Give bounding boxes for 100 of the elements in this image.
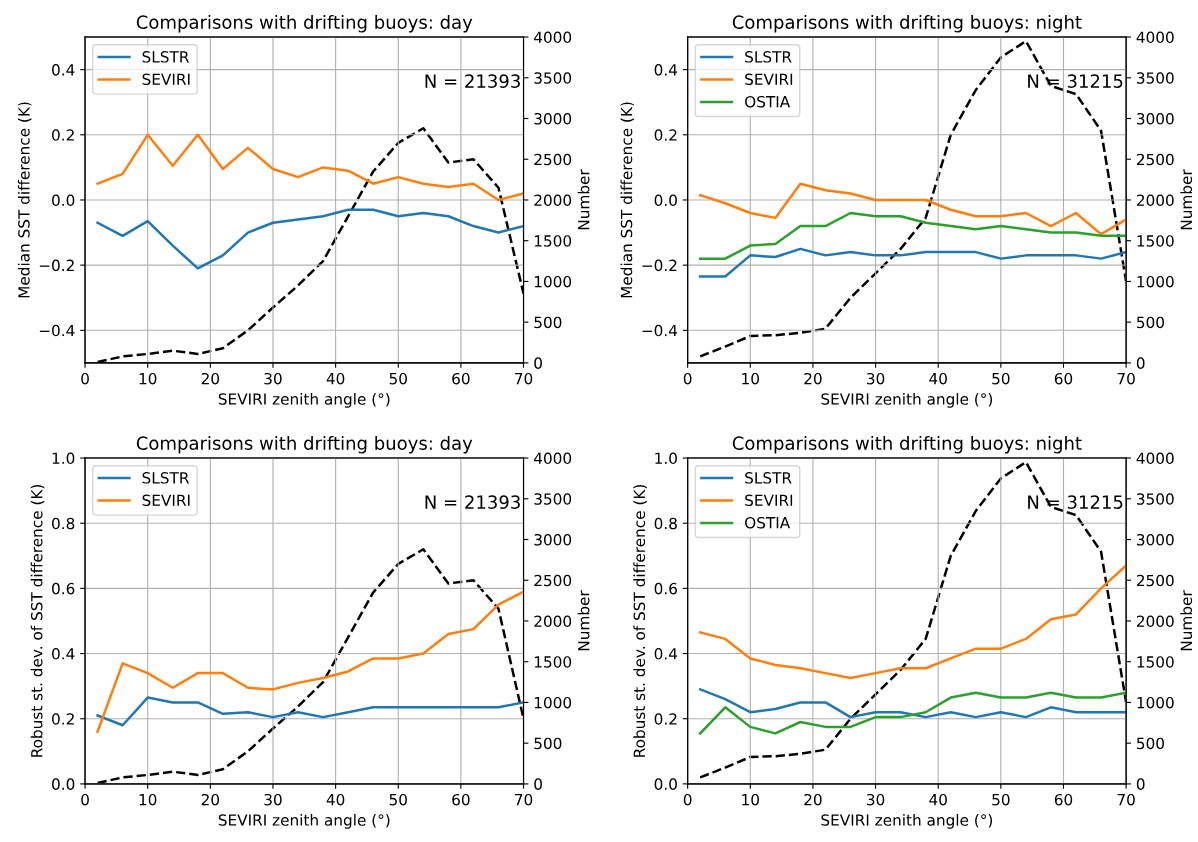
- y2-tick-label: 1000: [1137, 696, 1174, 709]
- x-tick-label: 20: [804, 793, 822, 806]
- x-tick-label: 60: [452, 793, 470, 806]
- x-tick-label: 40: [929, 372, 947, 385]
- y2-tick-label: 3500: [534, 72, 572, 84]
- y2-tick-label: 1000: [1137, 275, 1174, 288]
- x-axis-title: SEVIRI zenith angle (°): [821, 392, 993, 408]
- line-series: [698, 211, 1127, 260]
- x-tick-label: 20: [201, 372, 220, 385]
- x-tick-label: 0: [683, 793, 692, 806]
- chart-title: Comparisons with drifting buoys: day: [136, 15, 473, 33]
- y-tick-label: 0.4: [654, 648, 678, 660]
- x-tick-label: 0: [81, 793, 89, 806]
- y2-tick-label: 0: [1136, 357, 1145, 369]
- y2-tick-label: 2000: [1136, 615, 1174, 627]
- annotation: N = 21393: [425, 74, 520, 88]
- y-tick-label: 0.6: [52, 582, 75, 595]
- x-tick-label: 30: [264, 372, 282, 385]
- y2-tick-label: 1000: [534, 696, 572, 709]
- y2-tick-label: 500: [1137, 737, 1164, 750]
- legend-label: SEVIRI: [142, 494, 190, 507]
- y-tick-label: 0.4: [52, 648, 75, 660]
- x-tick-label: 0: [81, 372, 89, 385]
- y2-tick-label: 3000: [1137, 112, 1174, 125]
- y2-tick-label: 4000: [534, 31, 572, 44]
- line-series: [96, 590, 524, 734]
- y2-tick-label: 1500: [1137, 656, 1174, 668]
- x-axis-title: SEVIRI zenith angle (°): [821, 813, 993, 829]
- legend-label: SLSTR: [142, 472, 189, 484]
- y-tick-label: 1.0: [52, 452, 75, 465]
- x-tick-label: 60: [1054, 372, 1073, 385]
- y2-axis-title: Number: [577, 590, 590, 651]
- y-tick-label: 0.2: [52, 713, 74, 725]
- x-tick-label: 20: [201, 793, 220, 806]
- legend-label: SLSTR: [745, 472, 792, 484]
- y2-tick-label: 3500: [1137, 493, 1174, 505]
- y-tick-label: 0.8: [52, 517, 75, 530]
- y-tick-label: 0.0: [654, 778, 677, 790]
- y-tick-label: 0.0: [654, 194, 677, 206]
- annotation: N = 21393: [425, 495, 520, 509]
- legend-label: SEVIRI: [745, 494, 793, 507]
- y2-tick-label: 2500: [1136, 153, 1174, 166]
- x-tick-label: 70: [515, 372, 533, 385]
- y2-tick-label: 3000: [1137, 533, 1174, 546]
- x-tick-label: 10: [139, 372, 157, 385]
- line-series: [96, 133, 524, 202]
- x-tick-label: 50: [992, 372, 1010, 385]
- y2-tick-label: 4000: [1136, 31, 1174, 44]
- y2-tick-label: 4000: [1136, 452, 1174, 465]
- chart-title: Comparisons with drifting buoys: night: [732, 15, 1082, 33]
- line-series: [698, 564, 1127, 680]
- y2-tick-label: 1500: [1137, 235, 1174, 247]
- y2-tick-label: 2500: [534, 153, 572, 166]
- x-tick-label: 10: [742, 372, 759, 385]
- y2-tick-label: 2000: [1136, 194, 1174, 206]
- y2-tick-label: 500: [1137, 316, 1164, 329]
- line-series: [96, 208, 524, 270]
- x-tick-label: 70: [515, 793, 533, 806]
- line-series: [698, 247, 1127, 278]
- y-axis-title: Robust st. dev. of SST difference (K): [30, 484, 45, 757]
- x-tick-label: 40: [929, 793, 947, 806]
- y2-axis-title: Number: [1180, 590, 1193, 651]
- y2-tick-label: 0: [1136, 778, 1145, 790]
- x-tick-label: 50: [389, 793, 407, 806]
- x-tick-label: 50: [992, 793, 1010, 806]
- x-tick-label: 0: [683, 372, 692, 385]
- x-tick-label: 70: [1117, 793, 1135, 806]
- x-tick-label: 20: [804, 372, 822, 385]
- x-tick-label: 30: [867, 372, 885, 385]
- y-tick-label: 0.4: [52, 64, 75, 76]
- legend-label: SLSTR: [142, 51, 189, 63]
- legend-label: OSTIA: [745, 516, 791, 529]
- y2-tick-label: 3500: [1137, 72, 1174, 84]
- y2-tick-label: 3000: [534, 533, 572, 546]
- y2-tick-label: 0: [534, 357, 542, 369]
- y-axis-title: Median SST difference (K): [620, 102, 635, 298]
- y-tick-label: 0.2: [654, 129, 677, 141]
- chart-title: Comparisons with drifting buoys: day: [136, 436, 473, 454]
- y-axis-title: Median SST difference (K): [17, 102, 32, 298]
- y-tick-label: 0.8: [654, 517, 677, 530]
- y2-tick-label: 1000: [534, 275, 572, 288]
- chart-title: Comparisons with drifting buoys: night: [732, 436, 1082, 454]
- y2-tick-label: 1500: [534, 235, 572, 247]
- y-tick-label: 0.0: [52, 194, 75, 206]
- legend-label: SEVIRI: [745, 73, 793, 86]
- x-tick-label: 70: [1117, 372, 1135, 385]
- x-axis-title: SEVIRI zenith angle (°): [218, 813, 390, 829]
- y2-tick-label: 500: [534, 737, 562, 750]
- x-tick-label: 60: [1054, 793, 1073, 806]
- y-tick-label: −0.4: [39, 324, 75, 337]
- y-tick-label: −0.2: [39, 259, 74, 272]
- y-tick-label: 1.0: [655, 452, 677, 465]
- y-tick-label: 0.6: [654, 582, 677, 595]
- x-tick-label: 40: [326, 793, 345, 806]
- x-axis-title: SEVIRI zenith angle (°): [218, 392, 390, 408]
- y-tick-label: −0.2: [642, 259, 677, 272]
- y2-tick-label: 1500: [534, 656, 572, 668]
- line-series: [698, 691, 1127, 735]
- y2-tick-label: 3000: [534, 112, 572, 125]
- y-tick-label: 0.4: [654, 64, 678, 76]
